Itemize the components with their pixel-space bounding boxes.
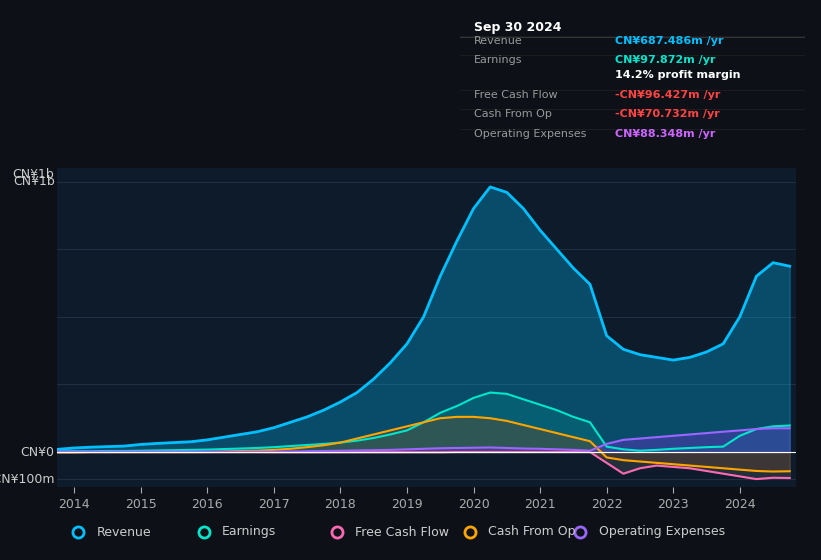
Text: Revenue: Revenue [474,36,522,46]
Text: Earnings: Earnings [222,525,277,539]
Text: Free Cash Flow: Free Cash Flow [474,90,557,100]
Text: CN¥687.486m /yr: CN¥687.486m /yr [615,36,723,46]
Text: Operating Expenses: Operating Expenses [474,129,586,139]
Text: Cash From Op: Cash From Op [474,109,552,119]
Text: Cash From Op: Cash From Op [488,525,576,539]
Text: CN¥97.872m /yr: CN¥97.872m /yr [615,55,715,65]
Text: Sep 30 2024: Sep 30 2024 [474,21,561,34]
Text: Free Cash Flow: Free Cash Flow [355,525,449,539]
Text: -CN¥100m: -CN¥100m [0,473,55,486]
Text: CN¥0: CN¥0 [21,446,55,459]
Text: -CN¥96.427m /yr: -CN¥96.427m /yr [615,90,720,100]
Text: Earnings: Earnings [474,55,522,65]
Text: CN¥88.348m /yr: CN¥88.348m /yr [615,129,715,139]
Text: -CN¥70.732m /yr: -CN¥70.732m /yr [615,109,720,119]
Text: 14.2% profit margin: 14.2% profit margin [615,69,741,80]
Text: Operating Expenses: Operating Expenses [599,525,725,539]
Text: CN¥1b: CN¥1b [13,175,55,188]
Text: Revenue: Revenue [97,525,151,539]
Text: CN¥1b: CN¥1b [12,168,54,181]
